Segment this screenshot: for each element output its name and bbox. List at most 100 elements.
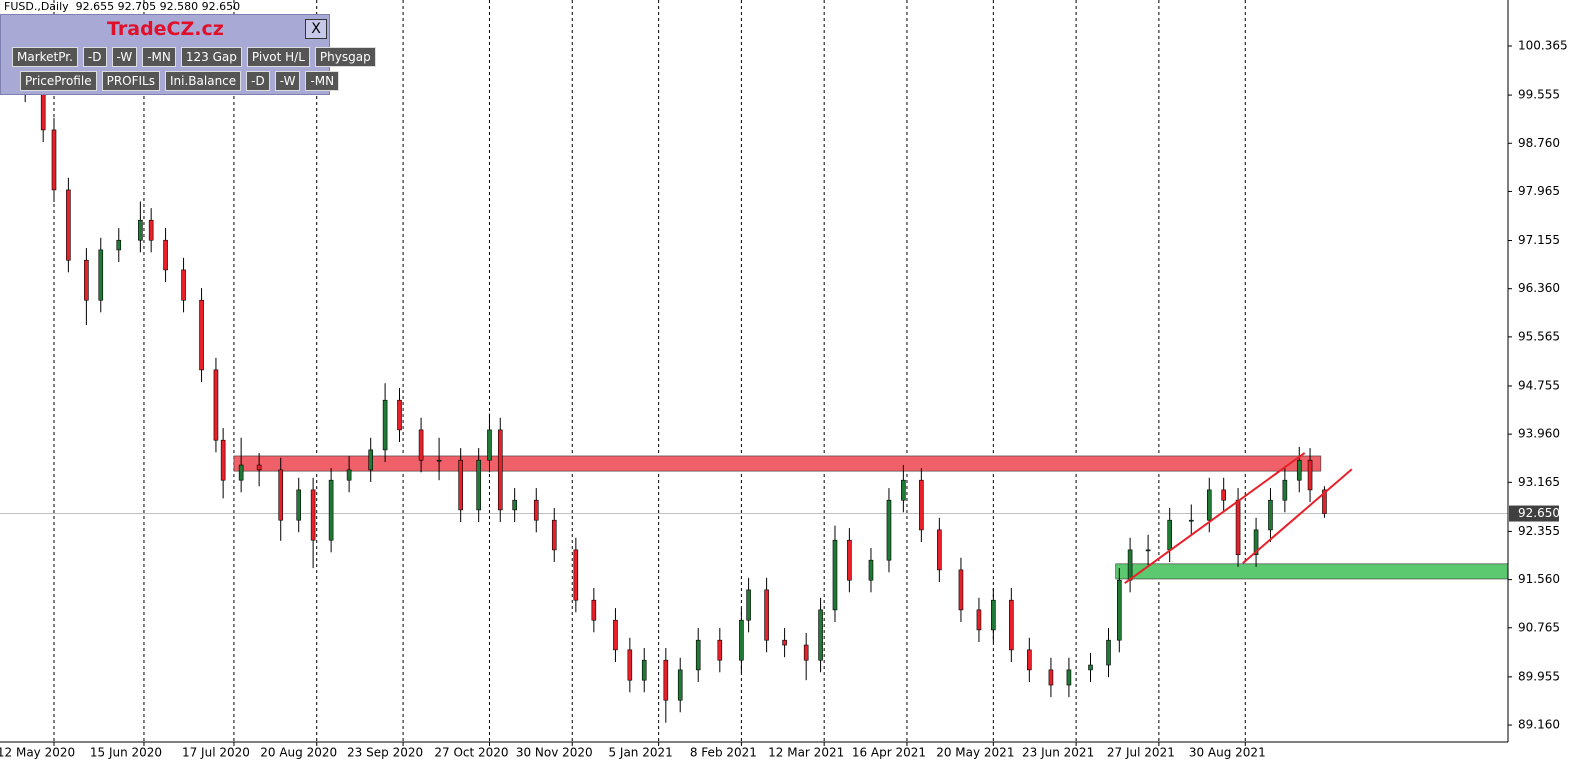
candle-body bbox=[1253, 529, 1259, 556]
button-row: PriceProfile PROFILs Ini.Balance -D -W -MN bbox=[20, 71, 340, 91]
candle-body bbox=[803, 644, 809, 661]
toolbar-button[interactable]: Physgap bbox=[314, 47, 376, 67]
zone bbox=[233, 455, 1322, 472]
x-tick-label: 12 May 2020 bbox=[0, 746, 75, 760]
toolbar-button[interactable]: -D bbox=[246, 71, 270, 91]
candle-body bbox=[397, 399, 402, 431]
x-tick-label: 15 Jun 2020 bbox=[90, 746, 162, 760]
candle-body bbox=[746, 589, 751, 621]
toolbar-button[interactable]: 123 Gap bbox=[180, 47, 242, 67]
candle-body bbox=[84, 259, 89, 301]
x-tick-label: 12 Mar 2021 bbox=[768, 746, 844, 760]
candle-body bbox=[901, 479, 906, 501]
candle-body bbox=[627, 649, 633, 681]
candle-body bbox=[238, 464, 244, 481]
y-tick-label: 96.360 bbox=[1518, 281, 1560, 295]
candle-body bbox=[328, 479, 334, 541]
candle-body bbox=[1117, 579, 1122, 641]
x-tick-label: 27 Jul 2021 bbox=[1107, 746, 1175, 760]
candle-body bbox=[213, 369, 219, 441]
candle-body bbox=[591, 599, 597, 621]
toolbar-button[interactable]: PROFILs bbox=[101, 71, 160, 91]
y-tick-label: 98.760 bbox=[1518, 136, 1560, 150]
x-tick-label: 30 Aug 2021 bbox=[1189, 746, 1266, 760]
close-button[interactable]: X bbox=[305, 19, 327, 39]
candle-body bbox=[497, 429, 503, 511]
x-tick-label: 20 May 2021 bbox=[936, 746, 1014, 760]
toolbar-button[interactable]: -W bbox=[111, 47, 138, 67]
x-tick-label: 23 Jun 2021 bbox=[1022, 746, 1094, 760]
candle-body bbox=[368, 449, 374, 471]
candle-body bbox=[181, 269, 186, 301]
candle-body bbox=[1282, 479, 1288, 501]
candle-body bbox=[346, 469, 352, 481]
zone bbox=[1115, 563, 1509, 580]
candle-body bbox=[832, 539, 838, 611]
x-tick-label: 20 Aug 2020 bbox=[260, 746, 337, 760]
brand: TradeCZ.cz bbox=[107, 18, 224, 40]
y-tick-label: 95.565 bbox=[1518, 329, 1560, 343]
candle-body bbox=[818, 609, 823, 661]
x-tick-label: 5 Jan 2021 bbox=[608, 746, 672, 760]
candle-body bbox=[310, 489, 316, 541]
candle-body bbox=[1106, 639, 1111, 666]
candle-body bbox=[458, 459, 463, 511]
toolbar-button[interactable]: Pivot H/L bbox=[246, 47, 310, 67]
candle-body bbox=[1188, 519, 1194, 522]
candle-body bbox=[663, 659, 669, 701]
ohlc: 92.655 92.705 92.580 92.650 bbox=[75, 0, 241, 13]
y-tick-label: 90.765 bbox=[1518, 620, 1560, 634]
y-tick-label: 97.155 bbox=[1518, 233, 1560, 247]
candle-body bbox=[1088, 664, 1093, 671]
x-tick-label: 16 Apr 2021 bbox=[852, 746, 926, 760]
candle-body bbox=[40, 89, 46, 131]
trendline bbox=[1242, 468, 1353, 564]
candle-body bbox=[382, 399, 388, 451]
candle-body bbox=[1127, 549, 1133, 581]
candle-body bbox=[436, 459, 442, 462]
candle-body bbox=[573, 549, 579, 601]
candle-body bbox=[695, 639, 701, 671]
y-tick-label: 93.165 bbox=[1518, 475, 1560, 489]
candle-body bbox=[847, 539, 852, 581]
x-tick-label: 23 Sep 2020 bbox=[347, 746, 423, 760]
candle-body bbox=[138, 219, 143, 241]
candle-body bbox=[1167, 519, 1172, 551]
x-tick-label: 17 Jul 2020 bbox=[182, 746, 250, 760]
y-tick-label: 89.955 bbox=[1518, 669, 1560, 683]
candle-body bbox=[886, 499, 892, 561]
candle-body bbox=[919, 479, 924, 531]
x-tick-label: 30 Nov 2020 bbox=[516, 746, 593, 760]
candle-body bbox=[1066, 669, 1072, 686]
toolbar-button[interactable]: -D bbox=[82, 47, 107, 67]
candle-body bbox=[163, 239, 168, 271]
y-tick-label: 89.160 bbox=[1518, 718, 1560, 732]
candle-body bbox=[1145, 549, 1151, 552]
toolbar-button[interactable]: MarketPr. bbox=[12, 47, 78, 67]
candle-body bbox=[937, 529, 942, 571]
y-tick-label: 97.965 bbox=[1518, 184, 1560, 198]
current-price-label: 92.650 bbox=[1518, 506, 1560, 520]
candle-body bbox=[717, 639, 723, 661]
toolbar-button[interactable]: -MN bbox=[142, 47, 176, 67]
candle-body bbox=[764, 589, 769, 641]
candle-body bbox=[1296, 459, 1302, 481]
candle-body bbox=[1048, 669, 1054, 686]
symbol: FUSD.,Daily bbox=[4, 0, 69, 13]
candle-body bbox=[976, 609, 982, 631]
candle-body bbox=[116, 239, 122, 251]
toolbar-panel: TradeCZ.cz X MarketPr. -D -W -MN 123 Gap Pivo… bbox=[0, 14, 376, 95]
toolbar-button[interactable]: -W bbox=[274, 71, 301, 91]
toolbar-button[interactable]: Ini.Balance bbox=[165, 71, 242, 91]
y-tick-label: 91.560 bbox=[1518, 572, 1560, 586]
candle-body bbox=[551, 519, 557, 551]
candle-body bbox=[256, 464, 262, 471]
symbol-header: FUSD.,Daily 92.655 92.705 92.580 92.650 bbox=[4, 0, 240, 13]
toolbar-button[interactable]: -MN bbox=[305, 71, 340, 91]
toolbar-button[interactable]: PriceProfile bbox=[20, 71, 97, 91]
candle-body bbox=[487, 429, 492, 461]
candle-body bbox=[278, 469, 284, 521]
candle-body bbox=[1268, 499, 1273, 531]
candle-body bbox=[220, 439, 226, 481]
